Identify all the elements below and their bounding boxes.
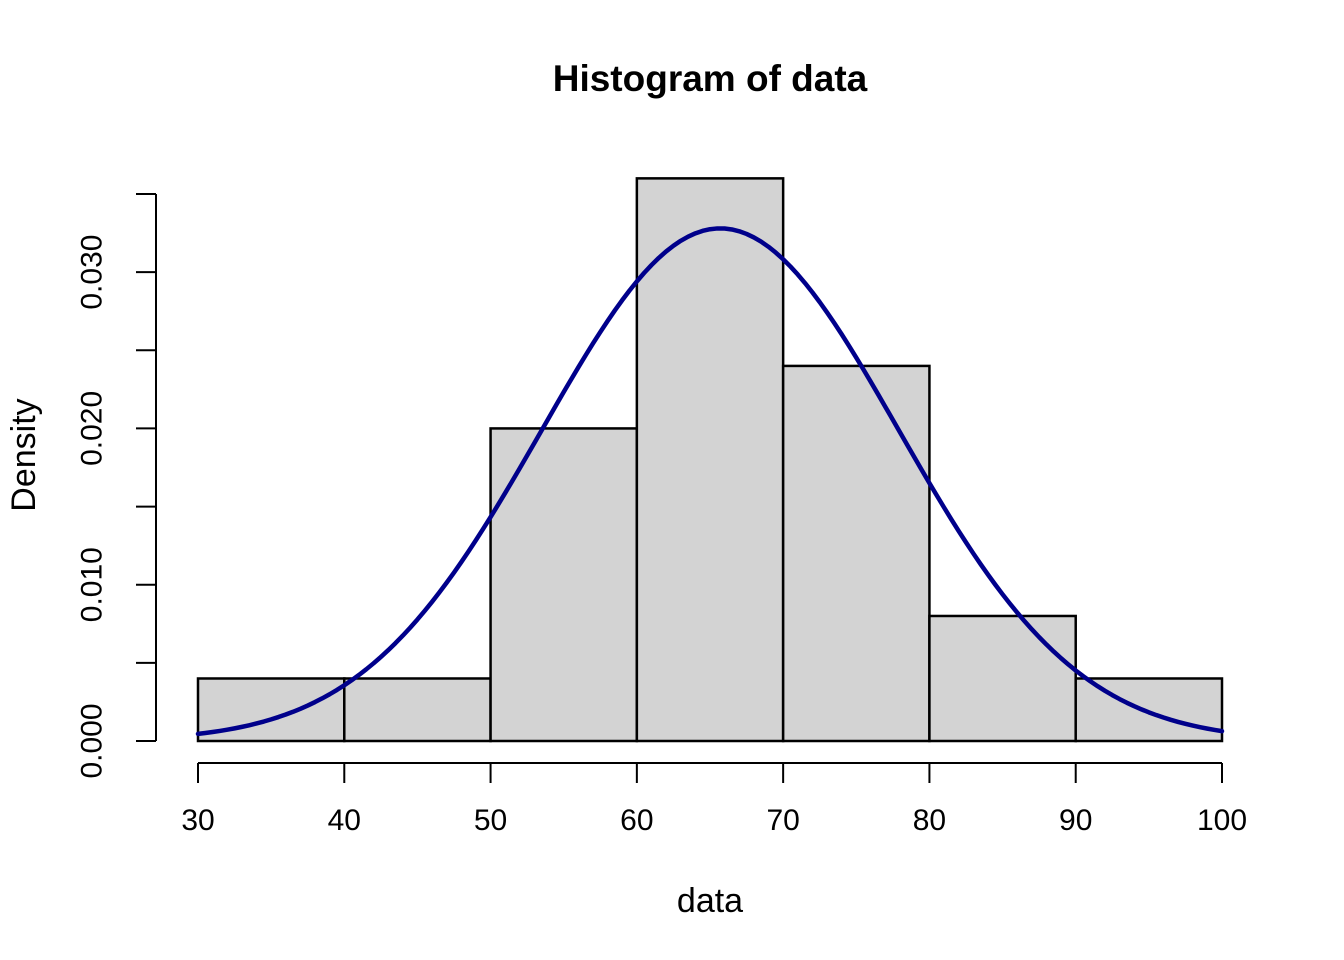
chart-title: Histogram of data (552, 58, 868, 99)
x-tick-label: 100 (1197, 804, 1247, 837)
x-tick-label: 90 (1059, 804, 1092, 837)
x-axis-title: data (676, 882, 744, 920)
histogram-bar (489, 427, 639, 743)
density-curve (195, 226, 1225, 737)
y-axis-title: Density (5, 398, 43, 512)
y-tick-label: 0.010 (76, 547, 109, 622)
x-tick-label: 50 (474, 804, 507, 837)
histogram-bar (928, 614, 1077, 743)
x-tick-label: 80 (913, 804, 946, 837)
histogram-bar (635, 177, 785, 743)
x-tick-label: 60 (620, 804, 653, 837)
histogram-bar (1074, 677, 1224, 743)
y-tick-label: 0.020 (76, 391, 109, 466)
x-tick-label: 70 (766, 804, 799, 837)
x-tick-label: 30 (181, 804, 214, 837)
histogram-bar (781, 364, 931, 743)
y-tick-label: 0.000 (76, 703, 109, 778)
histogram-bar (343, 677, 492, 743)
y-tick-label: 0.030 (76, 235, 109, 310)
x-tick-label: 40 (328, 804, 361, 837)
